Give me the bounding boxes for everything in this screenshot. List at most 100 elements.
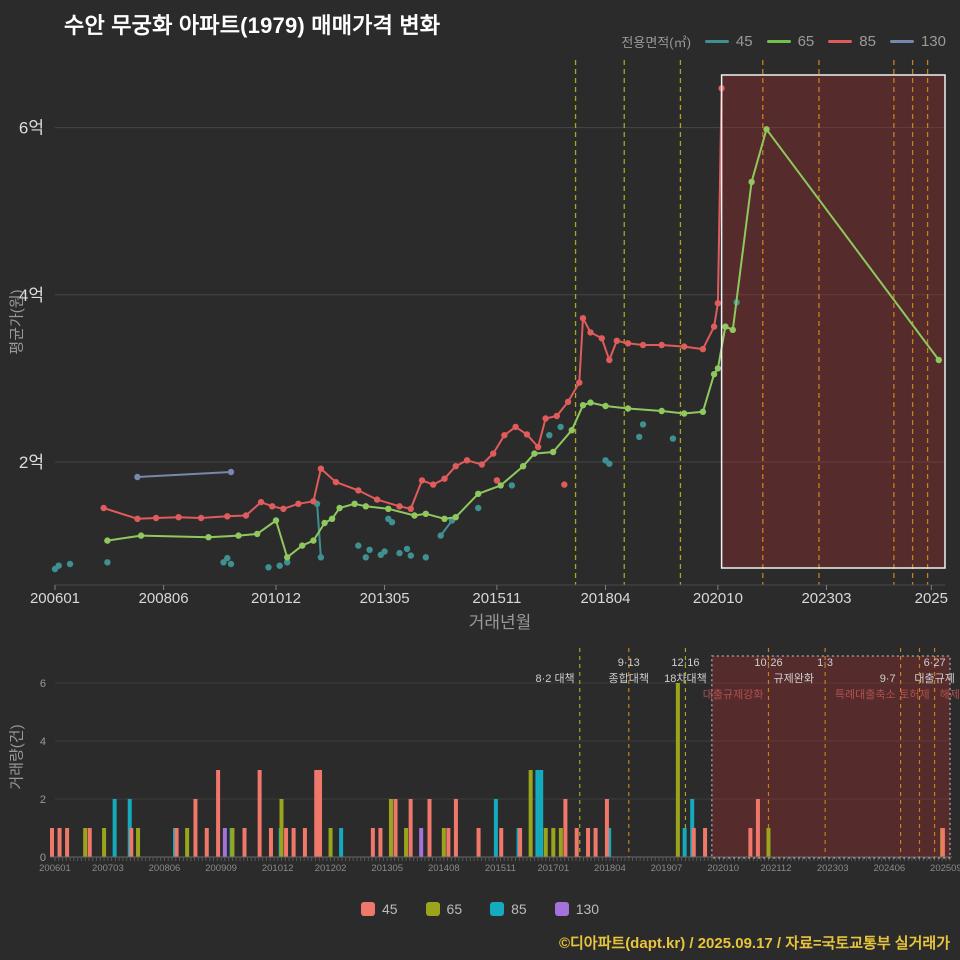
highlight-border (720, 74, 946, 569)
series-130-line (137, 471, 232, 478)
legend-item-45[interactable]: 45 (704, 33, 753, 50)
series-45-point (388, 519, 396, 526)
policy-annotation: 6·27 (924, 657, 946, 669)
footer-credit: ©디아파트(dapt.kr) / 2025.09.17 / 자료=국토교통부 실… (558, 935, 950, 952)
volume-bar (404, 828, 409, 857)
volume-legend-item-85[interactable]: 85 (490, 901, 527, 917)
series-65-point (310, 537, 317, 544)
legend-item-85[interactable]: 85 (828, 33, 876, 50)
series-65-point (714, 365, 722, 372)
area-legend: 전용면적(㎡) 45 65 85 130 (621, 32, 946, 51)
volume-bar (65, 828, 70, 857)
volume-bar (518, 828, 523, 857)
series-45-point (104, 559, 111, 566)
x-tick-label: 202303 (801, 590, 851, 607)
volume-bar (558, 828, 563, 857)
series-45-point (313, 500, 321, 507)
volume-bar (476, 828, 481, 857)
series-45-point (381, 548, 388, 555)
policy-annotation: 10·26 (754, 657, 782, 669)
series-130-point (227, 468, 235, 476)
y-tick-label: 6 (40, 678, 46, 690)
volume-bar (574, 828, 579, 857)
legend-item-65[interactable]: 65 (766, 33, 814, 50)
series-65-point (497, 482, 504, 489)
series-65-point (722, 323, 729, 330)
volume-bar (516, 828, 521, 857)
series-85-point (598, 335, 605, 342)
y-tick-label: 2억 (19, 453, 44, 472)
series-85-point (523, 431, 531, 438)
series-65-point (362, 503, 369, 510)
volume-bar (136, 828, 141, 857)
series-85-point (257, 498, 265, 506)
series-85-point (373, 496, 381, 503)
policy-annotation: 토허제 (899, 688, 929, 701)
volume-bar (230, 828, 235, 857)
series-65-point (328, 515, 336, 522)
volume-bar (691, 828, 696, 857)
series-65-point (587, 399, 594, 406)
line-swatch-icon (889, 40, 914, 43)
x-tick-label: 201511 (472, 590, 521, 607)
line-swatch-icon (828, 40, 853, 43)
series-45-point (362, 554, 369, 561)
series-65-point (579, 402, 587, 409)
policy-annotation: 1·3 (817, 657, 833, 669)
x-tick-label: 201305 (371, 863, 403, 874)
series-85-point (134, 515, 141, 522)
volume-bar (755, 799, 760, 857)
volume-bar (268, 828, 273, 857)
square-swatch-icon (490, 902, 505, 916)
legend-title: 전용면적(㎡) (621, 35, 691, 50)
x-tick-label: 202509 (930, 863, 960, 874)
y-tick-label: 6억 (19, 119, 44, 138)
series-45-point (227, 560, 235, 568)
volume-bar (173, 828, 178, 857)
volume-bar (441, 828, 446, 857)
legend-item-130[interactable]: 130 (889, 33, 946, 50)
volume-bar (607, 828, 612, 857)
x-tick-label: 201907 (651, 863, 683, 874)
volume-bar (102, 828, 107, 857)
series-65-point (235, 532, 242, 539)
series-85-point (681, 343, 688, 350)
series-85-point (452, 463, 459, 470)
volume-bar (185, 828, 190, 857)
series-65-point (272, 517, 280, 524)
series-45-point (606, 460, 613, 467)
series-45-point (493, 477, 501, 484)
volume-bar (328, 828, 333, 857)
x-tick-label: 200601 (39, 863, 71, 874)
series-65-point (549, 448, 557, 456)
volume-bar (339, 828, 344, 857)
volume-bar (427, 799, 432, 857)
volume-bar (57, 828, 62, 857)
x-tick-label: 202112 (761, 863, 792, 874)
series-65-point (748, 178, 755, 186)
series-45-segment (439, 519, 453, 537)
volume-bar (129, 828, 134, 857)
volume-legend-item-65[interactable]: 65 (425, 901, 462, 917)
volume-legend-item-130[interactable]: 130 (554, 901, 599, 917)
series-45-point (377, 551, 384, 558)
series-45-point (669, 435, 677, 442)
volume-bar (302, 828, 307, 857)
series-45-point (422, 554, 429, 561)
volume-bar (408, 799, 413, 857)
policy-annotation: 종합대책 (609, 672, 649, 685)
x-tick-label: 200806 (149, 863, 181, 874)
series-85-point (463, 457, 471, 464)
volume-bar (499, 828, 504, 857)
volume-bar (242, 828, 247, 857)
series-65-point (602, 402, 609, 410)
series-45-point (475, 504, 482, 512)
series-85-point (317, 465, 325, 472)
series-45-point (407, 552, 414, 559)
x-tick-label: 201012 (262, 863, 294, 874)
series-85-point (197, 514, 205, 522)
volume-legend-item-45[interactable]: 45 (360, 901, 398, 917)
series-65-point (441, 515, 448, 522)
series-85-point (441, 475, 448, 482)
